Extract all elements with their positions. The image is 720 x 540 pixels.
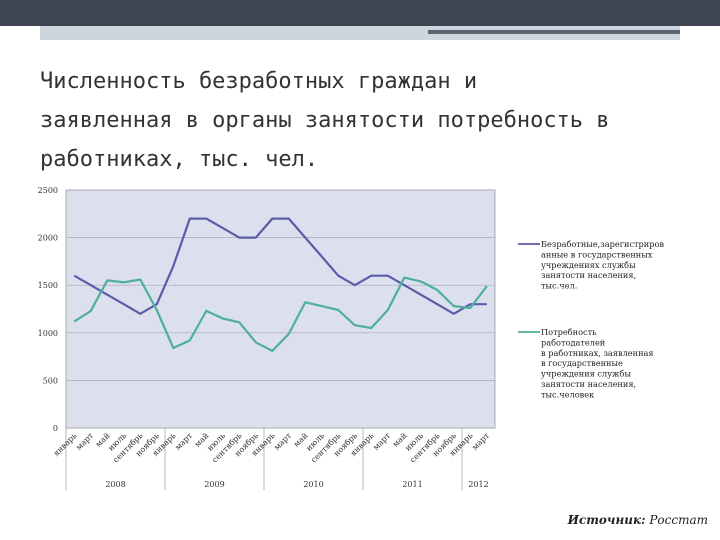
legend-label: в государственные: [541, 358, 623, 368]
y-tick-label: 500: [43, 376, 58, 385]
x-tick-label: март: [470, 431, 491, 452]
year-label: 2008: [105, 480, 125, 489]
legend-label: тыс.человек: [541, 389, 595, 399]
band-accent: [428, 30, 680, 34]
source-value: Росстат: [649, 513, 708, 527]
legend-label: занятости населения,: [541, 270, 636, 280]
source-note: Источник: Росстат: [568, 513, 708, 527]
legend-label: Безработные,зарегистриров: [541, 239, 664, 249]
legend-label: учреждениях службы: [541, 260, 636, 270]
source-label: Источник:: [567, 513, 646, 527]
y-tick-label: 1000: [38, 329, 58, 338]
year-label: 2012: [468, 480, 488, 489]
series-line: [73, 217, 487, 315]
legend-label: учреждения службы: [541, 369, 631, 379]
plot-area: [65, 189, 496, 429]
x-tick-label: март: [272, 431, 293, 452]
legend-label: анные в государственных: [541, 249, 653, 259]
x-tick-label: март: [74, 431, 95, 452]
y-tick-label: 1500: [38, 281, 58, 290]
x-tick-label: март: [371, 431, 392, 452]
top-bar: [0, 0, 720, 26]
y-tick-label: 0: [53, 424, 58, 433]
title-line-3: работниках, тыс. чел.: [40, 147, 319, 172]
legend-label: работодателей: [541, 337, 606, 347]
legend-label: занятости населения,: [541, 379, 636, 389]
year-label: 2011: [402, 480, 422, 489]
legend-label: в работниках, заявленная: [541, 348, 654, 358]
legend-label: Потребность: [541, 327, 597, 337]
legend-label: тыс.чел.: [541, 281, 577, 291]
title-line-1: Численность безработных граждан и: [40, 69, 478, 94]
year-label: 2009: [204, 480, 224, 489]
y-tick-label: 2500: [38, 186, 58, 195]
year-label: 2010: [303, 480, 323, 489]
y-tick-label: 2000: [38, 234, 58, 243]
top-band: [40, 26, 680, 40]
x-tick-label: март: [173, 431, 194, 452]
series-line: [73, 276, 488, 352]
slide-title: Численность безработных граждан и заявле…: [40, 62, 700, 179]
title-line-2: заявленная в органы занятости потребност…: [40, 108, 610, 133]
